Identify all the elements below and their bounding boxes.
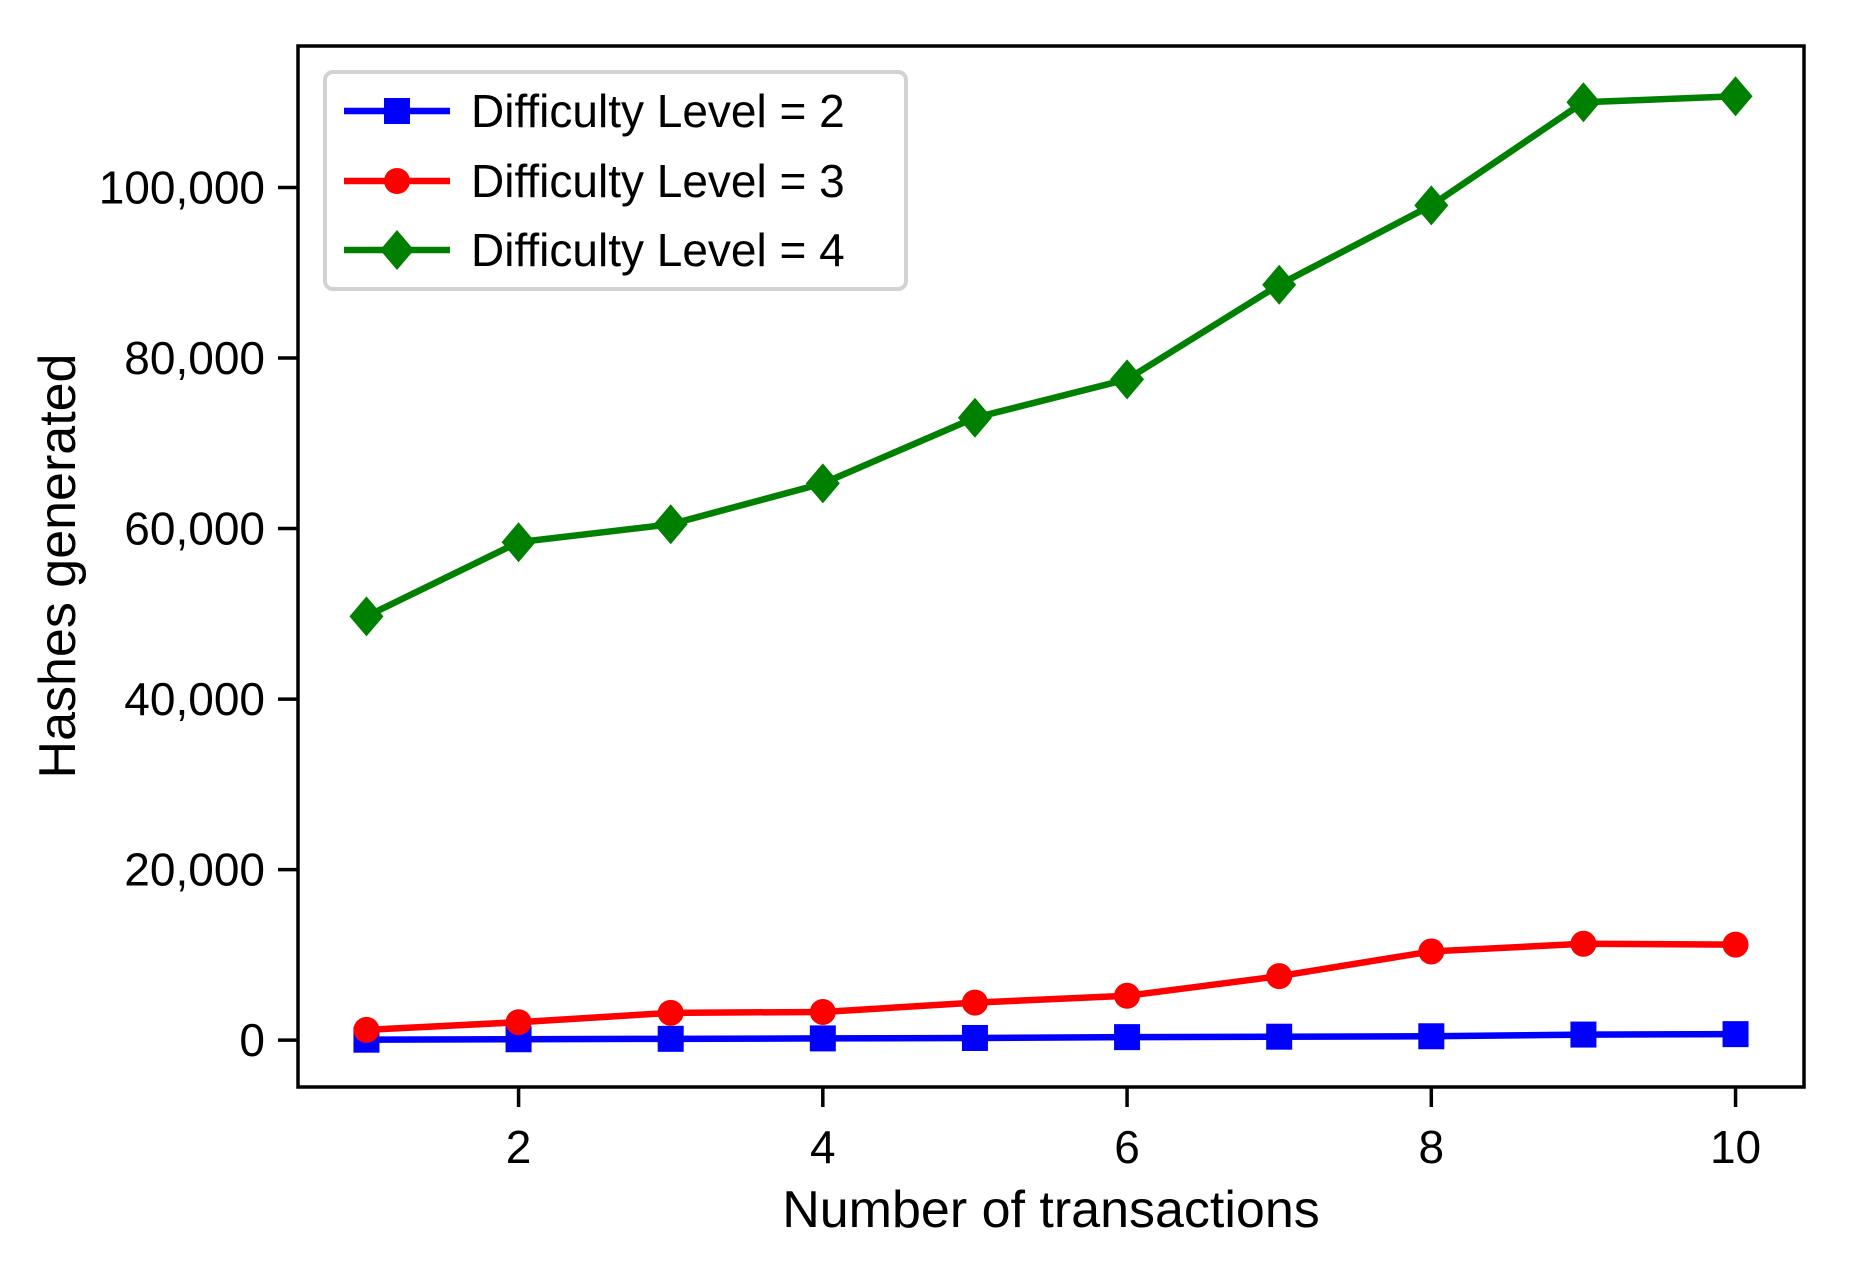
data-point-marker bbox=[1110, 359, 1145, 400]
data-point-marker bbox=[349, 596, 384, 637]
legend-sample-marker bbox=[384, 167, 410, 194]
data-point-marker bbox=[505, 1009, 532, 1036]
data-point-marker bbox=[1414, 185, 1449, 226]
legend-item: Difficulty Level = 4 bbox=[341, 215, 904, 285]
data-point-marker bbox=[961, 1024, 988, 1051]
data-point-marker bbox=[1570, 1021, 1597, 1048]
x-tick-label: 10 bbox=[1710, 1121, 1761, 1173]
data-point-marker bbox=[961, 989, 988, 1016]
legend-sample-circle-icon bbox=[344, 167, 450, 194]
data-point-marker bbox=[1114, 982, 1141, 1009]
data-point-marker bbox=[657, 1025, 684, 1052]
x-tick-label: 8 bbox=[1419, 1121, 1445, 1173]
legend-item: Difficulty Level = 2 bbox=[341, 76, 904, 146]
y-axis-title: Hashes generated bbox=[29, 353, 87, 779]
y-tick-label: 20,000 bbox=[124, 844, 265, 896]
data-point-marker bbox=[805, 463, 840, 504]
data-point-marker bbox=[1418, 938, 1445, 965]
series-line-3 bbox=[365, 93, 1736, 620]
x-axis: 2 4 6 8 10 bbox=[506, 1087, 1761, 1173]
data-point-marker bbox=[353, 1016, 380, 1043]
legend-sample-diamond-icon bbox=[344, 230, 450, 271]
plot-frame bbox=[296, 44, 1806, 1089]
x-tick-label: 2 bbox=[506, 1121, 532, 1173]
data-point-marker bbox=[809, 1025, 836, 1052]
legend-sample-marker bbox=[384, 97, 410, 124]
legend: Difficulty Level = 2 Difficulty Level = 3… bbox=[323, 70, 908, 291]
data-point-marker bbox=[957, 397, 992, 438]
legend-label: Difficulty Level = 4 bbox=[471, 224, 845, 277]
data-point-marker bbox=[1114, 1024, 1141, 1051]
data-point-marker bbox=[653, 504, 688, 545]
data-point-marker bbox=[501, 522, 536, 563]
data-point-marker bbox=[1570, 930, 1597, 957]
y-tick-label: 80,000 bbox=[124, 332, 265, 384]
series-diamond bbox=[349, 76, 1753, 637]
data-point-marker bbox=[1722, 1021, 1749, 1048]
x-tick-label: 4 bbox=[810, 1121, 836, 1173]
legend-sample-square-icon bbox=[344, 97, 450, 124]
y-tick-label: 60,000 bbox=[124, 503, 265, 555]
data-point-marker bbox=[809, 998, 836, 1025]
legend-item: Difficulty Level = 3 bbox=[341, 146, 904, 216]
legend-sample-marker bbox=[380, 230, 414, 271]
series-square bbox=[353, 1021, 1749, 1053]
y-tick-label: 100,000 bbox=[99, 162, 265, 214]
legend-label: Difficulty Level = 3 bbox=[471, 154, 845, 207]
y-tick-label: 40,000 bbox=[124, 673, 265, 725]
series-line-2 bbox=[366, 940, 1736, 1034]
data-point-marker bbox=[1566, 82, 1601, 123]
y-axis: 0 20,000 40,000 60,000 80,000 100,000 bbox=[99, 162, 298, 1066]
x-axis-title: Number of transactions bbox=[782, 1181, 1320, 1239]
data-point-marker bbox=[1266, 963, 1293, 990]
data-point-marker bbox=[1266, 1023, 1293, 1050]
data-point-marker bbox=[1418, 1023, 1445, 1050]
x-tick-label: 6 bbox=[1114, 1121, 1140, 1173]
series-circle bbox=[353, 930, 1749, 1043]
data-point-marker bbox=[1262, 264, 1297, 305]
legend-label: Difficulty Level = 2 bbox=[471, 84, 845, 137]
data-point-marker bbox=[657, 999, 684, 1026]
y-tick-label: 0 bbox=[239, 1014, 265, 1066]
data-point-marker bbox=[1718, 76, 1753, 117]
data-point-marker bbox=[1722, 931, 1749, 958]
series-line-1 bbox=[366, 1030, 1736, 1043]
